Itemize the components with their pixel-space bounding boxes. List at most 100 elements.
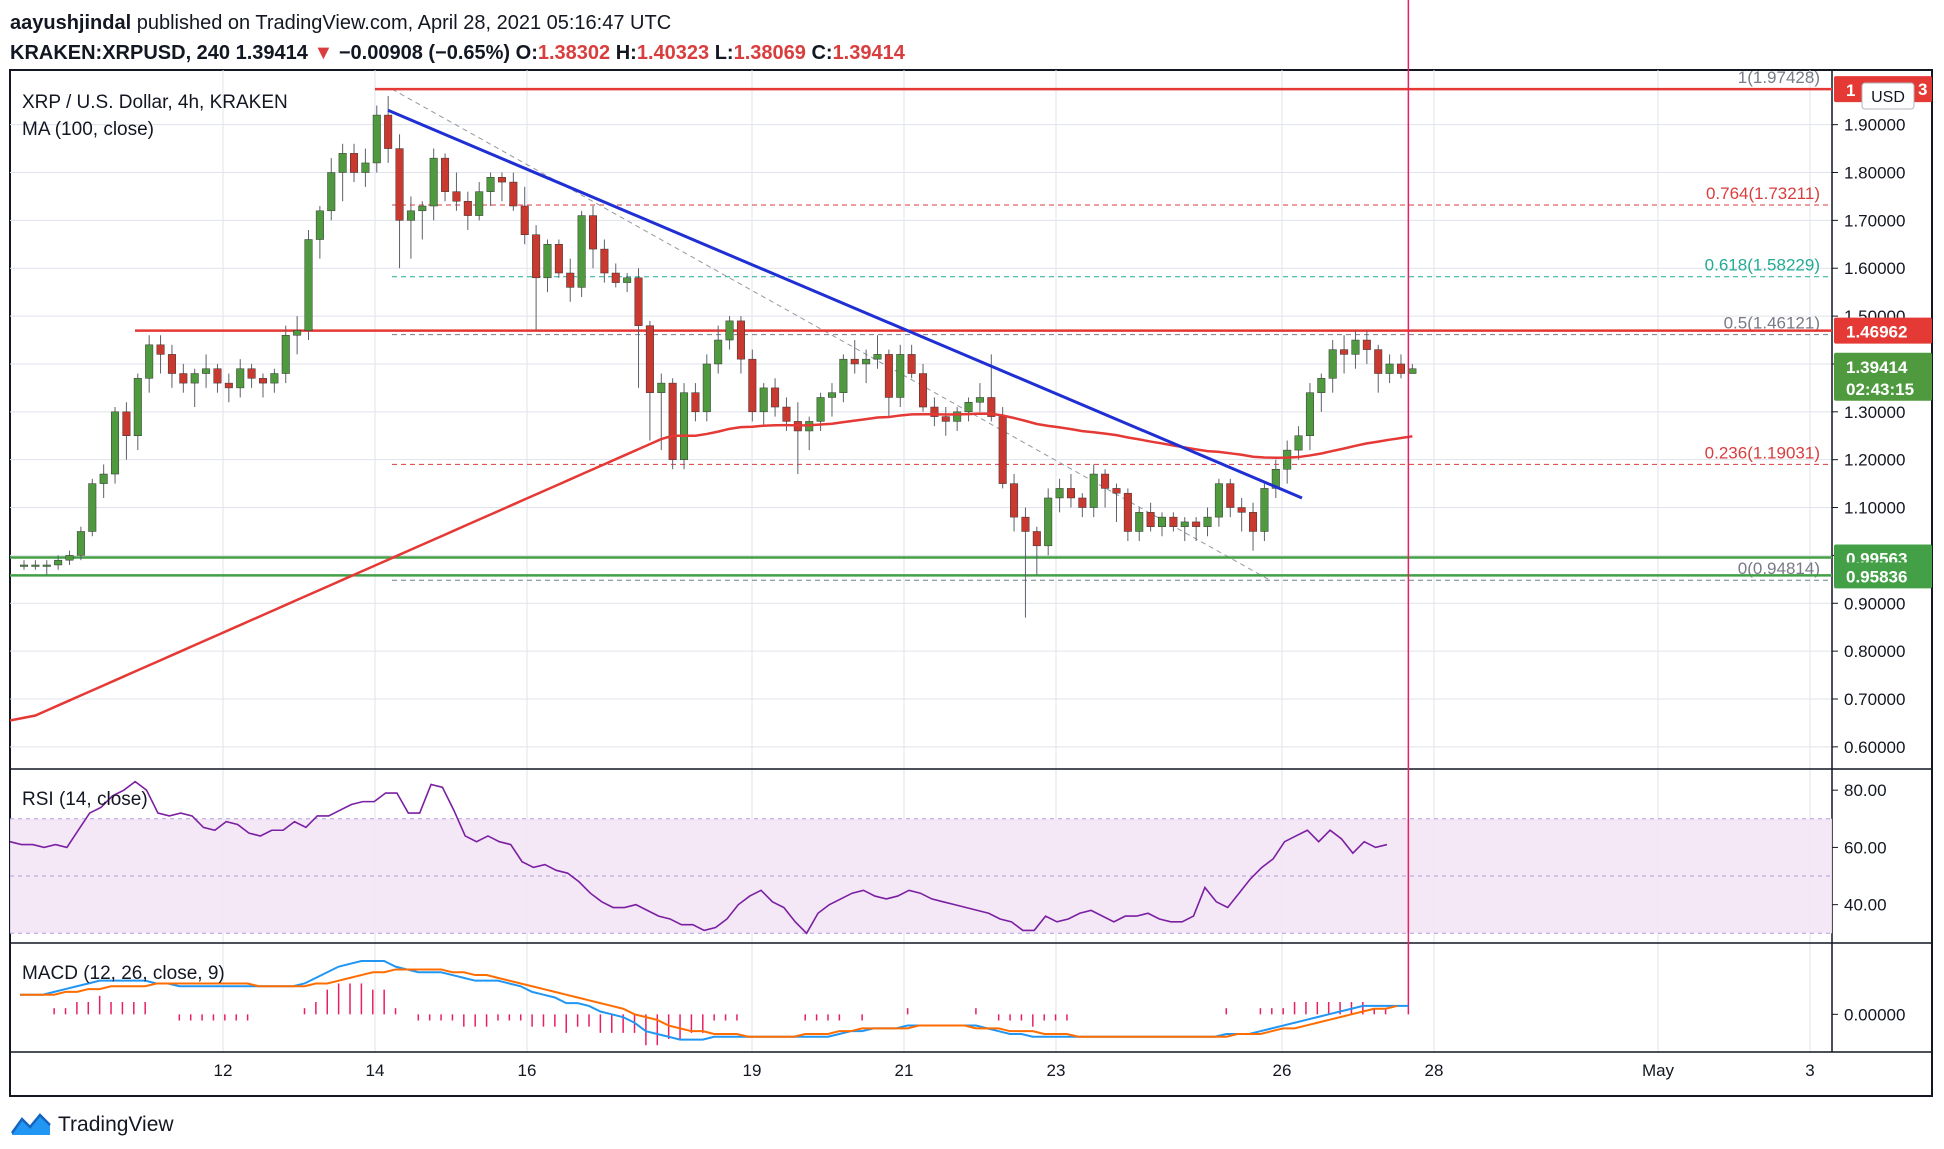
- rsi-pane[interactable]: [9, 780, 1832, 935]
- top-level-badge-text: 1: [1846, 81, 1855, 100]
- fib-diagonal-line: [391, 88, 1271, 581]
- candle-body: [998, 416, 1007, 484]
- publish-line: aayushjindal published on TradingView.co…: [10, 8, 1930, 38]
- candle-body: [475, 191, 484, 216]
- candle-body: [1010, 483, 1019, 518]
- candle-body: [31, 564, 40, 567]
- candle-body: [520, 205, 529, 235]
- candle-body: [384, 114, 393, 149]
- candle-body: [418, 205, 427, 212]
- candle-body: [1089, 473, 1098, 508]
- candle-body: [156, 344, 165, 355]
- fib-level-label: 0.5(1.46121): [1724, 314, 1820, 333]
- candle-body: [190, 373, 199, 384]
- candle-body: [566, 272, 575, 288]
- last-price-badge-text: 1.39414: [1846, 358, 1908, 377]
- chart-frame: [9, 69, 1933, 1097]
- x-tick-label: 14: [366, 1061, 385, 1080]
- candle-body: [532, 234, 541, 279]
- candle-body: [1123, 492, 1132, 532]
- candle-body: [919, 373, 928, 408]
- candle-body: [247, 368, 256, 379]
- candle-body: [1203, 516, 1212, 527]
- y-tick-label: 1.30000: [1844, 403, 1905, 422]
- price-badges: 1 3USD1.469621.3941402:43:150.995630.9583…: [1834, 76, 1932, 589]
- candle-body: [725, 320, 734, 341]
- candle-body: [589, 215, 597, 250]
- candle-body: [634, 277, 643, 326]
- candle-body: [1340, 349, 1349, 355]
- resistance-badge: 1.46962: [1834, 317, 1932, 344]
- tradingview-logo-icon[interactable]: [10, 1111, 52, 1139]
- author-name[interactable]: aayushjindal: [10, 12, 132, 34]
- last-price: 1.39414: [235, 42, 308, 64]
- candle-body: [1192, 521, 1201, 527]
- candle-body: [315, 210, 324, 240]
- rsi-line: [9, 780, 1388, 935]
- candle-body: [20, 564, 28, 567]
- x-tick-label: 26: [1273, 1061, 1292, 1080]
- candle-body: [1351, 339, 1360, 355]
- candle-body: [1408, 368, 1417, 374]
- candle-body: [941, 416, 950, 422]
- rsi-band-fill: [10, 818, 1832, 934]
- close-value: 1.39414: [832, 42, 905, 64]
- x-tick-label: 3: [1805, 1061, 1814, 1080]
- candle-body: [122, 411, 131, 437]
- candle-body: [1078, 497, 1087, 508]
- rsi-legend[interactable]: RSI (14, close): [22, 789, 148, 810]
- candle-body: [111, 411, 120, 475]
- chart-canvas[interactable]: 1(1.97428) 0.764(1.73211) 0.618(1.58229) 0.…: [0, 0, 1944, 1100]
- candle-body: [623, 277, 632, 283]
- macd-pane[interactable]: [20, 0, 1410, 1046]
- candle-body: [702, 363, 711, 413]
- low-value: 1.38069: [733, 42, 806, 64]
- candle-body: [1260, 488, 1269, 532]
- candle-body: [645, 325, 654, 393]
- y-tick-label: 1.60000: [1844, 259, 1905, 278]
- top-level-tail-text: 3: [1918, 80, 1927, 99]
- candle-body: [42, 564, 51, 567]
- down-arrow-icon: ▼: [313, 42, 334, 64]
- descending-trendline: [387, 108, 1303, 500]
- y-tick-label: 0.90000: [1844, 594, 1905, 613]
- y-tick-label: 0.60000: [1844, 738, 1905, 757]
- candle-body: [1362, 339, 1371, 350]
- y-tick-label: 1.10000: [1844, 499, 1905, 518]
- x-tick-label: 28: [1425, 1061, 1444, 1080]
- candle-body: [99, 473, 108, 484]
- low-label: L:: [714, 42, 734, 64]
- candle-body: [1214, 483, 1223, 518]
- support-badge-lower: 0.95836: [1834, 562, 1932, 589]
- axes: 12 14 16 19 21 23 26 28 May 3 0.60000 0.70000 0.8000…: [214, 116, 1906, 1080]
- candle-body: [577, 215, 586, 288]
- candle-body: [497, 177, 506, 183]
- x-tick-label: 16: [518, 1061, 537, 1080]
- candle-body: [486, 177, 495, 192]
- candle-body: [395, 148, 404, 221]
- brand-name[interactable]: TradingView: [58, 1113, 174, 1136]
- candle-body: [964, 401, 973, 413]
- candle-body: [1226, 483, 1235, 508]
- ma-legend[interactable]: MA (100, close): [22, 119, 154, 140]
- macd-legend[interactable]: MACD (12, 26, close, 9): [22, 963, 225, 984]
- open-label: O:: [515, 42, 538, 64]
- resistance-badge-bg: [1834, 317, 1932, 344]
- x-tick-label: 12: [214, 1061, 233, 1080]
- candle-body: [1112, 488, 1121, 494]
- candle-body: [987, 397, 996, 417]
- candle-body: [441, 157, 450, 192]
- candle-body: [65, 555, 74, 561]
- candle-body: [304, 239, 313, 331]
- candle-body: [1066, 488, 1075, 499]
- candle-body: [953, 411, 962, 422]
- macd-tick-label: 0.00000: [1844, 1005, 1905, 1024]
- candle-body: [543, 244, 552, 279]
- candle-body: [76, 531, 85, 556]
- candle-body: [1055, 488, 1064, 499]
- candle-body: [258, 378, 267, 384]
- price-pane[interactable]: 1(1.97428) 0.764(1.73211) 0.618(1.58229) 0.…: [9, 68, 1832, 722]
- candle-body: [1317, 378, 1326, 393]
- currency-badge-bg: [1861, 82, 1915, 110]
- candle-body: [691, 392, 700, 413]
